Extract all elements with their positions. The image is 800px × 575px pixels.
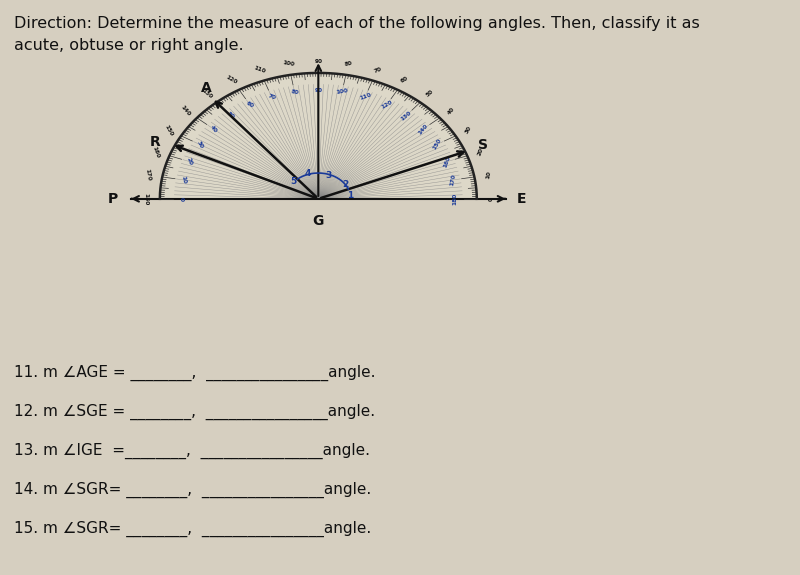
Polygon shape: [160, 73, 477, 199]
Text: 11. m ∠AGE = ________,  ________________angle.: 11. m ∠AGE = ________, ________________a…: [14, 365, 376, 381]
Text: 5: 5: [290, 177, 296, 186]
Text: 2: 2: [342, 179, 348, 189]
Text: 130: 130: [400, 110, 413, 121]
Text: R: R: [150, 135, 161, 148]
Text: 50: 50: [425, 89, 434, 98]
Text: 160: 160: [151, 145, 160, 159]
Text: 10: 10: [486, 171, 492, 179]
Text: 140: 140: [418, 122, 429, 135]
Text: 3: 3: [326, 171, 332, 180]
Text: 60: 60: [245, 101, 254, 109]
Text: A: A: [201, 81, 211, 95]
Text: 0: 0: [489, 197, 494, 201]
Text: 4: 4: [305, 169, 311, 178]
Text: 20: 20: [186, 157, 194, 166]
Text: 50: 50: [226, 111, 235, 120]
Text: 12. m ∠SGE = ________,  ________________angle.: 12. m ∠SGE = ________, ________________a…: [14, 404, 375, 420]
Text: 10: 10: [180, 175, 186, 185]
Text: 70: 70: [373, 66, 382, 74]
Text: 100: 100: [282, 60, 294, 67]
Text: Direction: Determine the measure of each of the following angles. Then, classify: Direction: Determine the measure of each…: [14, 16, 700, 53]
Text: 14. m ∠SGR= ________,  ________________angle.: 14. m ∠SGR= ________, ________________an…: [14, 481, 372, 498]
Text: 140: 140: [180, 104, 192, 117]
Text: 120: 120: [226, 75, 238, 85]
Text: 120: 120: [380, 99, 394, 110]
Text: 20: 20: [477, 147, 485, 156]
Text: 180: 180: [143, 193, 148, 205]
Text: 70: 70: [267, 93, 276, 101]
Text: 30: 30: [196, 140, 204, 150]
Text: 90: 90: [314, 59, 322, 64]
Text: 60: 60: [400, 76, 410, 84]
Text: 90: 90: [314, 87, 322, 93]
Text: 170: 170: [450, 174, 457, 186]
Text: 180: 180: [453, 193, 458, 205]
Text: 13. m ∠IGE  =________,  ________________angle.: 13. m ∠IGE =________, ________________an…: [14, 443, 370, 459]
Text: G: G: [313, 213, 324, 228]
Text: 100: 100: [336, 88, 349, 95]
Text: 0: 0: [179, 197, 184, 201]
Text: 110: 110: [253, 66, 266, 74]
Text: 80: 80: [344, 60, 353, 67]
Text: 110: 110: [358, 92, 372, 101]
Text: 130: 130: [201, 88, 214, 99]
Text: 15. m ∠SGR= ________,  ________________angle.: 15. m ∠SGR= ________, ________________an…: [14, 520, 372, 536]
Text: S: S: [478, 138, 488, 152]
Text: 1: 1: [347, 191, 354, 200]
Text: 40: 40: [446, 106, 455, 115]
Text: P: P: [108, 192, 118, 206]
Text: 170: 170: [145, 168, 152, 182]
Text: 150: 150: [432, 138, 442, 151]
Text: 40: 40: [209, 124, 218, 133]
Text: 30: 30: [464, 125, 472, 135]
Text: 80: 80: [290, 89, 299, 95]
Text: E: E: [517, 192, 526, 206]
Text: 160: 160: [442, 155, 451, 168]
Text: 150: 150: [163, 124, 174, 137]
